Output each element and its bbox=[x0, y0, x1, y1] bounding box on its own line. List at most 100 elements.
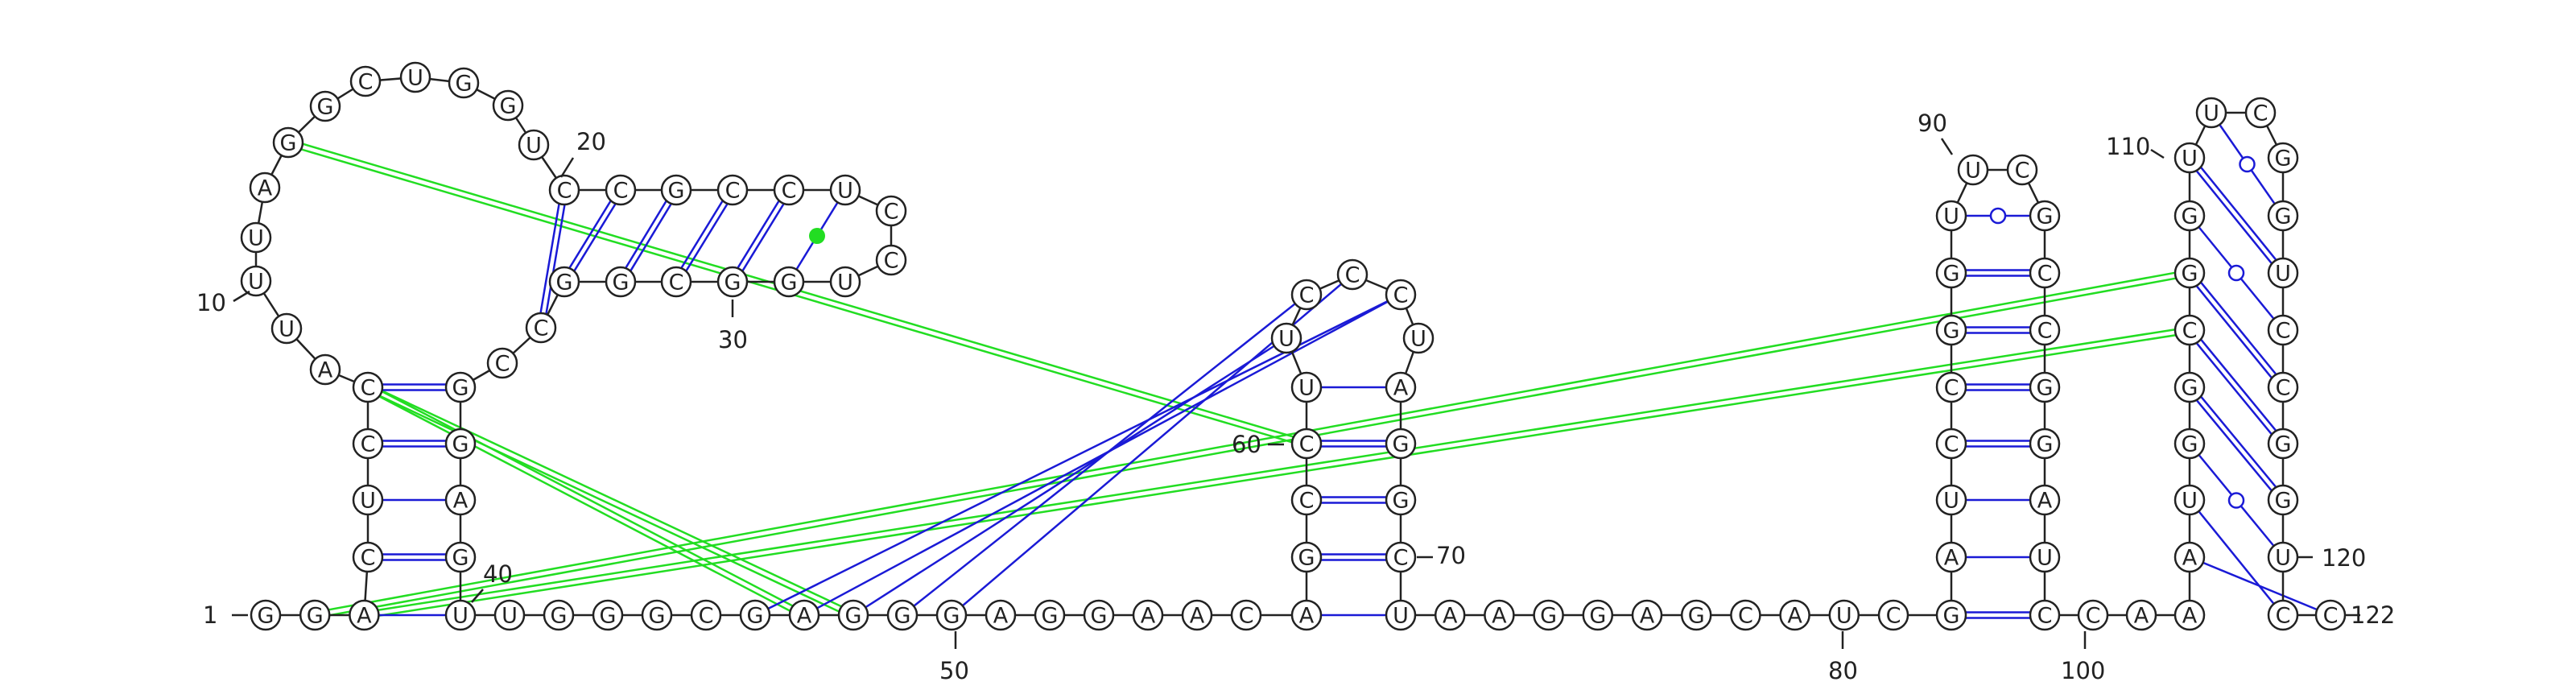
nucleotide-circle bbox=[272, 126, 304, 159]
nucleotide-69: G bbox=[1385, 484, 1417, 516]
nucleotide-letter: G bbox=[1091, 604, 1108, 629]
nucleotide-letter: A bbox=[1640, 604, 1655, 629]
nucleotide-letter: C bbox=[1299, 489, 1315, 514]
nucleotide-36: G bbox=[444, 371, 477, 403]
nucleotide-21: C bbox=[605, 174, 637, 206]
nucleotide-letter: U bbox=[1410, 327, 1426, 352]
nucleotide-circle bbox=[1385, 484, 1417, 516]
nucleotide-63: C bbox=[1290, 279, 1323, 311]
nucleotide-letter: U bbox=[2275, 262, 2291, 287]
nucleotide-38: A bbox=[444, 484, 477, 516]
base-pair-line bbox=[543, 190, 568, 328]
nucleotide-letter: U bbox=[1278, 327, 1294, 352]
nucleotide-circle bbox=[2267, 428, 2299, 460]
nucleotide-circle bbox=[2029, 200, 2061, 232]
nucleotide-letter: U bbox=[1943, 205, 1959, 229]
nucleotide-circle bbox=[249, 171, 281, 204]
nucleotide-circle bbox=[309, 353, 341, 386]
nucleotide-97: A bbox=[2029, 484, 2061, 516]
nucleotide-letter: G bbox=[452, 432, 469, 457]
nucleotide-44: G bbox=[641, 599, 673, 631]
nucleotide-circle bbox=[605, 266, 637, 298]
nucleotide-13: G bbox=[272, 126, 304, 159]
nucleotide-letter: A bbox=[357, 604, 372, 629]
nucleotide-letter: A bbox=[1492, 604, 1507, 629]
nucleotide-circle bbox=[399, 61, 431, 93]
noncanonical-pair-marker bbox=[2227, 492, 2245, 509]
nucleotide-circle bbox=[985, 599, 1017, 631]
nucleotide-letter: A bbox=[2182, 604, 2198, 629]
nucleotide-letter: G bbox=[1393, 432, 1410, 457]
position-label-110: 110 bbox=[2106, 133, 2150, 160]
nucleotide-19: U bbox=[518, 129, 550, 161]
nucleotide-53: G bbox=[1083, 599, 1115, 631]
nucleotide-52: G bbox=[1034, 599, 1066, 631]
nucleotide-letter: U bbox=[526, 134, 542, 159]
nucleotide-40: U bbox=[444, 599, 477, 631]
nucleotide-76: A bbox=[1631, 599, 1663, 631]
nucleotide-circle bbox=[1828, 599, 1860, 631]
nucleotide-42: G bbox=[543, 599, 575, 631]
nucleotide-3: A bbox=[349, 599, 380, 631]
nucleotide-letter: A bbox=[2134, 604, 2149, 629]
nucleotide-circle bbox=[1034, 599, 1066, 631]
position-label-30: 30 bbox=[718, 326, 748, 353]
nucleotide-108: G bbox=[2174, 257, 2206, 289]
base-pair-line bbox=[2186, 159, 2282, 275]
nucleotide-49: G bbox=[886, 599, 919, 631]
nucleotide-25: U bbox=[829, 174, 861, 206]
nucleotide-82: G bbox=[1935, 599, 1967, 631]
tertiary-interactions bbox=[287, 138, 2190, 619]
nucleotide-circle bbox=[2267, 200, 2299, 232]
nucleotide-7: C bbox=[352, 371, 384, 403]
nucleotide-letter: G bbox=[1393, 489, 1410, 514]
nucleotide-letter: U bbox=[279, 317, 295, 342]
nucleotide-letter: C bbox=[495, 352, 510, 377]
nucleotide-letter: G bbox=[894, 604, 911, 629]
nucleotide-letter: C bbox=[1944, 376, 1959, 401]
nucleotide-circle bbox=[1935, 200, 1967, 232]
nucleotide-letter: G bbox=[649, 604, 666, 629]
nucleotide-letter: G bbox=[2182, 432, 2198, 457]
nucleotide-32: G bbox=[605, 266, 637, 298]
nucleotide-letter: G bbox=[1943, 604, 1960, 629]
nucleotide-circle bbox=[935, 599, 968, 631]
nucleotide-circle bbox=[1290, 371, 1323, 403]
nucleotide-circle bbox=[2267, 142, 2299, 174]
nucleotide-106: G bbox=[2174, 371, 2206, 403]
nucleotide-circle bbox=[2174, 484, 2206, 516]
nucleotide-72: A bbox=[1434, 599, 1466, 631]
nucleotide-circle bbox=[1290, 599, 1323, 631]
nucleotide-letter: G bbox=[2182, 376, 2198, 401]
nucleotide-letter: C bbox=[534, 316, 549, 341]
tertiary-interaction-line bbox=[363, 326, 2190, 614]
nucleotide-letter: A bbox=[1787, 604, 1802, 629]
nucleotide-letter: C bbox=[358, 70, 374, 95]
nucleotide-letter: C bbox=[1393, 546, 1409, 571]
nucleotide-letter: C bbox=[699, 604, 714, 629]
nucleotide-letter: U bbox=[837, 179, 853, 204]
nucleotide-circle bbox=[2029, 371, 2061, 403]
nucleotide-letter: A bbox=[1393, 376, 1409, 401]
nucleotide-61: U bbox=[1290, 371, 1323, 403]
nucleotide-circle bbox=[2267, 257, 2299, 289]
nucleotide-letter: G bbox=[258, 604, 275, 629]
nucleotide-circle bbox=[444, 541, 477, 573]
nucleotide-circle bbox=[1582, 599, 1614, 631]
nucleotide-circle bbox=[592, 599, 624, 631]
nucleotide-71: U bbox=[1385, 599, 1417, 631]
nucleotide-circle bbox=[309, 90, 341, 122]
nucleotide-circle bbox=[250, 599, 282, 631]
nucleotide-circle bbox=[2029, 257, 2061, 289]
nucleotide-letter: A bbox=[1299, 604, 1315, 629]
nucleotide-letter: U bbox=[837, 271, 853, 295]
nucleotide-letter: C bbox=[557, 179, 572, 204]
nucleotide-117: C bbox=[2267, 371, 2299, 403]
nucleotide-circle bbox=[1631, 599, 1663, 631]
nucleotide-letter: C bbox=[2276, 604, 2291, 629]
nucleotide-73: A bbox=[1484, 599, 1515, 631]
nucleotide-circle bbox=[641, 599, 673, 631]
nucleotide-116: C bbox=[2267, 314, 2299, 346]
nucleotide-circle bbox=[1935, 371, 1967, 403]
nucleotide-118: G bbox=[2267, 428, 2299, 460]
